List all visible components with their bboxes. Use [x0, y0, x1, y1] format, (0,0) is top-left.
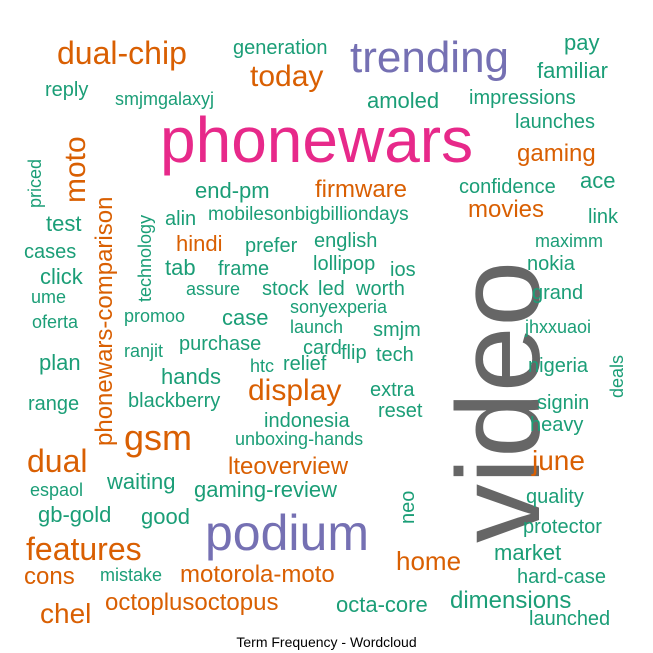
word-hindi: hindi — [176, 231, 223, 256]
word-ume: ume — [31, 287, 67, 307]
word-dimensions: dimensions — [450, 587, 572, 614]
word-smjm: smjm — [373, 319, 421, 341]
word-frame: frame — [218, 258, 270, 280]
word-oferta: oferta — [32, 312, 79, 332]
word-phonewars-comparison: phonewars-comparison — [91, 196, 118, 446]
word-nigeria: nigeria — [528, 355, 589, 377]
word-alin: alin — [165, 208, 197, 230]
word-hard-case: hard-case — [517, 566, 606, 588]
word-lteoverview: lteoverview — [228, 453, 349, 480]
word-english: english — [314, 230, 378, 252]
word-pay: pay — [564, 30, 600, 55]
word-chel: chel — [40, 598, 92, 629]
word-reset: reset — [378, 400, 423, 422]
word-june: june — [532, 445, 585, 476]
word-gsm: gsm — [124, 417, 193, 458]
word-impressions: impressions — [469, 87, 576, 109]
word-phonewars: phonewars — [160, 104, 474, 176]
word-ranjit: ranjit — [124, 341, 164, 361]
word-confidence: confidence — [459, 176, 556, 198]
word-cases: cases — [24, 241, 77, 263]
word-extra: extra — [370, 379, 415, 401]
word-ace: ace — [580, 168, 616, 193]
word-movies: movies — [468, 196, 545, 223]
word-jhxxuaoi: jhxxuaoi — [525, 317, 592, 337]
word-test: test — [46, 211, 82, 236]
word-flip: flip — [341, 342, 367, 364]
word-gb-gold: gb-gold — [38, 502, 112, 527]
word-espaol: espaol — [30, 480, 84, 500]
word-protector: protector — [523, 516, 602, 538]
word-neo: neo — [397, 490, 419, 524]
word-launched: launched — [529, 608, 611, 630]
word-heavy: heavy — [530, 414, 584, 436]
word-moto: moto — [59, 136, 92, 203]
word-smjmgalaxyj: smjmgalaxyj — [115, 89, 215, 109]
word-lollipop: lollipop — [313, 253, 376, 275]
word-case: case — [222, 305, 269, 330]
word-technology: technology — [135, 214, 155, 302]
word-purchase: purchase — [179, 333, 262, 355]
word-waiting: waiting — [107, 469, 176, 494]
word-amoled: amoled — [367, 88, 440, 113]
word-today: today — [250, 60, 324, 93]
word-unboxing-hands: unboxing-hands — [235, 429, 364, 449]
word-hands: hands — [161, 364, 221, 389]
word-launch: launch — [290, 317, 344, 337]
word-trending: trending — [350, 33, 510, 82]
word-generation: generation — [233, 37, 328, 59]
word-led: led — [318, 278, 345, 300]
word-reply: reply — [45, 79, 89, 101]
word-market: market — [494, 540, 562, 565]
word-card: card — [303, 337, 342, 359]
word-familiar: familiar — [537, 58, 608, 83]
chart-caption: Term Frequency - Wordcloud — [236, 634, 417, 650]
word-features: features — [26, 531, 142, 567]
word-click: click — [40, 264, 83, 289]
word-stock: stock — [262, 278, 309, 300]
word-plan: plan — [39, 350, 81, 375]
word-worth: worth — [356, 278, 405, 300]
word-maximm: maximm — [535, 231, 603, 251]
word-launches: launches — [515, 111, 596, 133]
word-dual-chip: dual-chip — [57, 35, 187, 71]
word-octa-core: octa-core — [336, 592, 428, 617]
word-indonesia: indonesia — [264, 410, 350, 432]
word-relief: relief — [283, 353, 327, 375]
word-nokia: nokia — [527, 253, 575, 275]
word-tab: tab — [165, 255, 196, 280]
word-assure: assure — [186, 279, 241, 299]
word-blackberry: blackberry — [128, 390, 221, 412]
word-gaming: gaming — [517, 140, 596, 167]
word-link: link — [588, 206, 619, 228]
word-quality: quality — [526, 486, 584, 508]
word-prefer: prefer — [245, 235, 298, 257]
word-range: range — [28, 393, 80, 415]
word-signin: signin — [537, 392, 590, 414]
wordcloud: video phonewars trending podium dual-chi… — [24, 30, 627, 630]
word-promoo: promoo — [124, 306, 186, 326]
word-mobilesonbigbilliondays: mobilesonbigbilliondays — [208, 204, 409, 225]
word-ios: ios — [390, 259, 416, 281]
word-octoplusoctopus: octoplusoctopus — [105, 589, 279, 616]
word-priced: priced — [25, 158, 45, 208]
word-mistake: mistake — [100, 565, 163, 585]
word-good: good — [141, 504, 190, 529]
word-end-pm: end-pm — [195, 178, 270, 203]
word-sonyexperia: sonyexperia — [290, 297, 388, 317]
word-gaming-review: gaming-review — [194, 477, 338, 502]
word-firmware: firmware — [315, 176, 408, 203]
word-cons: cons — [24, 563, 75, 590]
word-grand: grand — [532, 282, 584, 304]
word-dual: dual — [27, 443, 88, 479]
word-tech: tech — [376, 344, 414, 366]
word-htc: htc — [250, 356, 275, 376]
word-display: display — [248, 374, 342, 407]
word-deals: deals — [607, 354, 627, 398]
word-motorola-moto: motorola-moto — [180, 561, 335, 588]
word-podium: podium — [205, 505, 369, 561]
word-home: home — [396, 546, 462, 576]
